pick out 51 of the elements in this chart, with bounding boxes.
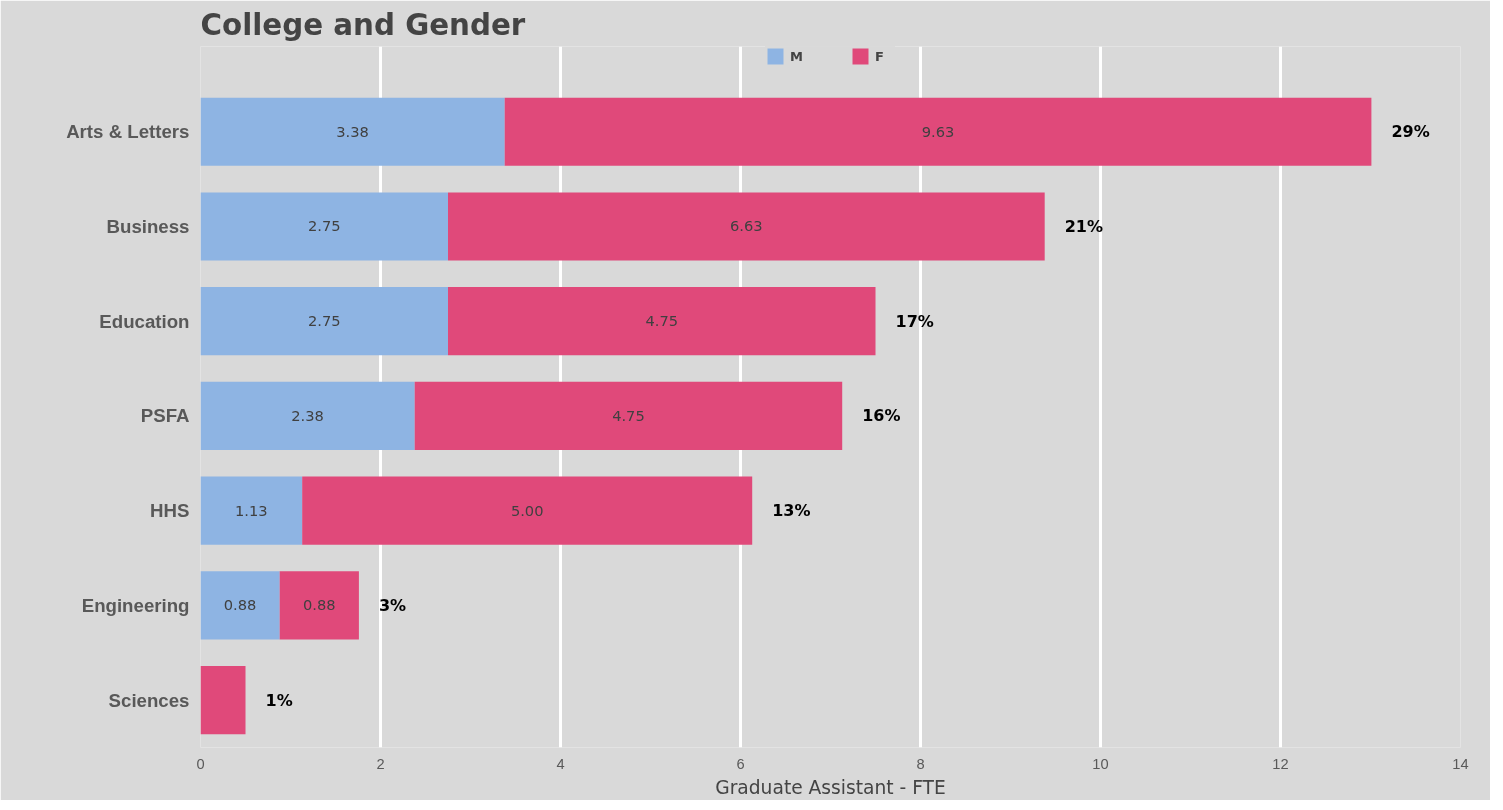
bar — [200, 381, 415, 451]
data-label: 2.75 — [307, 217, 341, 235]
x-tick-label: 6 — [736, 755, 745, 772]
data-label: 6.63 — [730, 217, 763, 235]
annotation: 21% — [1064, 216, 1103, 236]
bar — [200, 192, 448, 261]
annotation: 17% — [895, 311, 934, 331]
bar — [302, 476, 753, 545]
data-label: 2.38 — [291, 406, 324, 424]
annotation: 1% — [265, 690, 293, 710]
y-tick-label: Business — [106, 215, 190, 237]
bar — [200, 571, 280, 640]
bar — [504, 97, 1372, 166]
annotation: 13% — [772, 501, 811, 521]
bar — [200, 476, 303, 545]
bar — [279, 571, 359, 640]
data-label: 4.75 — [645, 312, 679, 330]
data-label: 4.75 — [612, 406, 645, 424]
annotation: 3% — [378, 595, 407, 615]
y-tick-label: PSFA — [140, 405, 190, 427]
x-tick-label: 4 — [556, 755, 565, 772]
x-tick-label: 10 — [1092, 755, 1109, 772]
annotation: 16% — [862, 406, 901, 426]
y-tick-label: Engineering — [81, 594, 190, 616]
data-label: 0.88 — [302, 596, 336, 614]
bar — [200, 97, 505, 166]
data-label: 2.75 — [307, 312, 341, 330]
data-label: 5.00 — [510, 501, 544, 519]
data-label: 3.38 — [336, 122, 369, 140]
chart-title: College and Gender — [200, 7, 526, 42]
y-tick-label: Arts & Letters — [66, 121, 190, 143]
x-tick-label: 12 — [1272, 755, 1289, 772]
data-label: 1.13 — [235, 501, 268, 519]
bar — [448, 287, 876, 356]
legend-label: M — [790, 48, 804, 64]
legend-label: F — [875, 48, 885, 64]
x-tick-label: 8 — [916, 755, 925, 772]
bar — [414, 381, 843, 451]
x-tick-label: 2 — [376, 755, 385, 772]
y-tick-label: HHS — [150, 500, 190, 522]
data-label: 0.88 — [223, 596, 257, 614]
data-label: 9.63 — [921, 122, 955, 140]
bar — [200, 666, 246, 735]
x-tick-label: 0 — [196, 755, 205, 772]
y-tick-label: Education — [99, 310, 190, 332]
x-tick-label: 14 — [1452, 755, 1469, 772]
bar — [448, 192, 1045, 261]
bar — [200, 287, 448, 356]
annotation: 29% — [1391, 122, 1430, 142]
y-tick-label: Sciences — [108, 689, 190, 711]
x-axis-title: Graduate Assistant - FTE — [715, 776, 946, 798]
